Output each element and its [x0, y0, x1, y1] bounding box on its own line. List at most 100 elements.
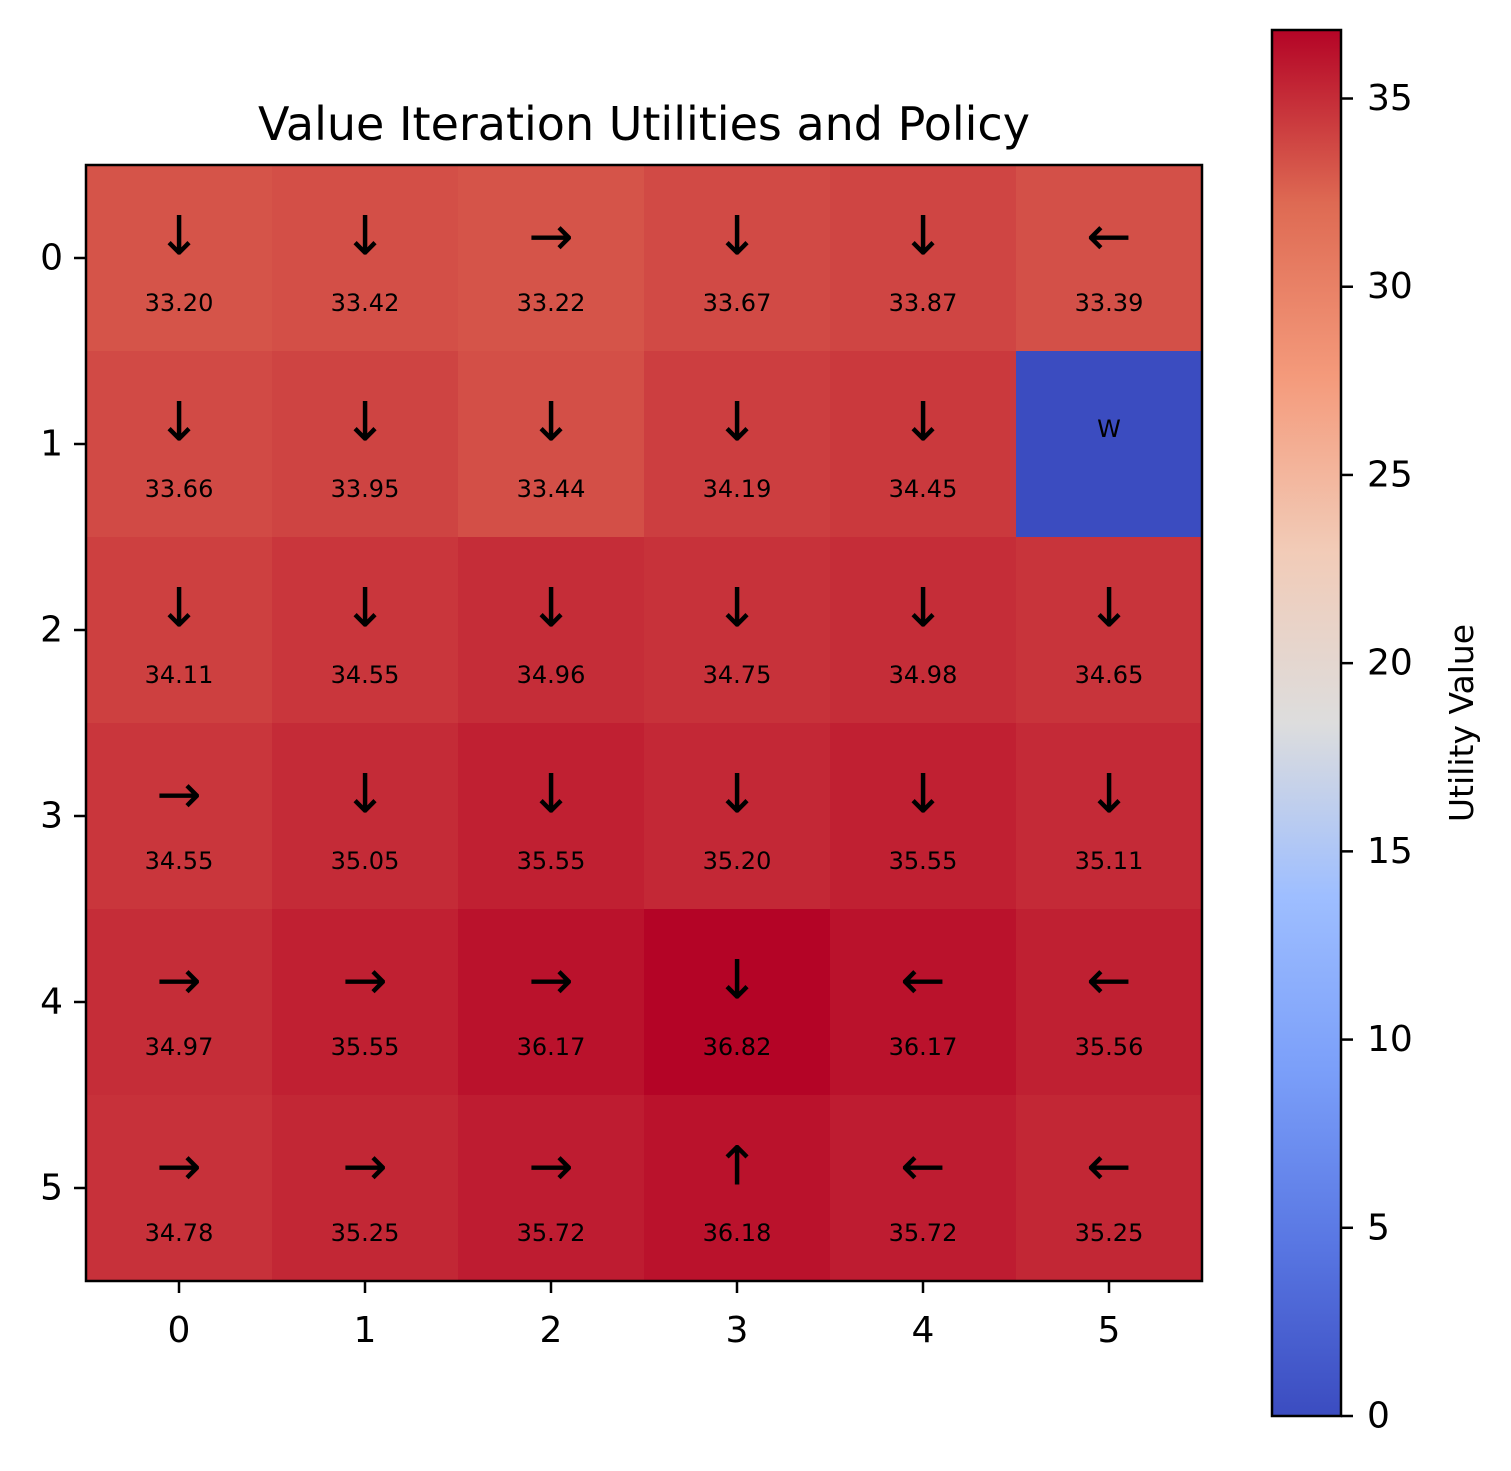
heatmap-cell — [272, 537, 459, 724]
x-tick-label: 2 — [540, 1310, 563, 1351]
utility-value-label: 34.19 — [703, 475, 772, 503]
utility-value-label: 35.25 — [331, 1219, 400, 1247]
heatmap-cell — [1016, 351, 1203, 538]
heatmap-cell — [272, 909, 459, 1096]
policy-arrow: → — [156, 949, 201, 1012]
y-tick-label: 1 — [40, 424, 63, 465]
heatmap-cell — [644, 165, 831, 352]
utility-value-label: 33.39 — [1075, 289, 1144, 317]
utility-value-label: 34.78 — [145, 1219, 214, 1247]
colorbar-tick-label: 30 — [1367, 266, 1413, 307]
policy-arrow: ↓ — [156, 391, 201, 454]
policy-arrow: → — [342, 949, 387, 1012]
y-tick-label: 5 — [40, 1168, 63, 1209]
policy-arrow: ↓ — [900, 763, 945, 826]
colorbar-tick-label: 0 — [1367, 1396, 1390, 1437]
policy-arrow: ↓ — [528, 391, 573, 454]
utility-value-label: 34.98 — [889, 661, 958, 689]
x-tick-label: 0 — [168, 1310, 191, 1351]
x-axis: 0 1 2 3 4 5 — [168, 1281, 1121, 1351]
policy-arrow: ↓ — [714, 577, 759, 640]
policy-arrow: ← — [900, 949, 945, 1012]
colorbar-tick-label: 25 — [1367, 454, 1413, 495]
utility-value-label: 34.55 — [145, 847, 214, 875]
utility-value-label: 35.25 — [1075, 1219, 1144, 1247]
utility-value-label: 35.05 — [331, 847, 400, 875]
policy-arrow: ↓ — [156, 205, 201, 268]
utility-value-label: 34.97 — [145, 1033, 214, 1061]
colorbar-label: Utility Value — [1442, 624, 1481, 822]
heatmap-cell — [1016, 165, 1203, 352]
policy-arrow: ↓ — [528, 763, 573, 826]
y-axis: 0 1 2 3 4 5 — [40, 238, 86, 1209]
policy-arrow: ← — [1086, 1135, 1131, 1198]
utility-value-label: 33.95 — [331, 475, 400, 503]
colorbar-tick-label: 35 — [1367, 78, 1413, 119]
colorbar — [1270, 28, 1343, 1418]
policy-arrow: ← — [900, 1135, 945, 1198]
utility-value-label: 35.11 — [1075, 847, 1144, 875]
policy-arrow: → — [528, 949, 573, 1012]
policy-arrow: ↓ — [342, 763, 387, 826]
utility-value-label: 36.17 — [889, 1033, 958, 1061]
utility-value-label: 34.55 — [331, 661, 400, 689]
colorbar-tick-label: 5 — [1367, 1207, 1390, 1248]
policy-arrow: ↓ — [714, 949, 759, 1012]
heatmap-cells — [86, 165, 1203, 1282]
heatmap-cell — [1016, 1095, 1203, 1282]
policy-arrow: ↓ — [528, 577, 573, 640]
policy-arrow: → — [528, 1135, 573, 1198]
x-tick-label: 3 — [726, 1310, 749, 1351]
colorbar-tick-label: 10 — [1367, 1019, 1413, 1060]
utility-value-label: 33.66 — [145, 475, 214, 503]
utility-value-label: 35.72 — [889, 1219, 958, 1247]
utility-value-label: 36.17 — [517, 1033, 586, 1061]
heatmap-cell — [458, 1095, 645, 1282]
utility-value-label: 33.67 — [703, 289, 772, 317]
heatmap-cell — [830, 165, 1017, 352]
heatmap-cell — [272, 723, 459, 910]
heatmap-cell — [86, 351, 273, 538]
heatmap-cell — [272, 165, 459, 352]
heatmap-cell — [644, 351, 831, 538]
heatmap-cell — [644, 909, 831, 1096]
heatmap-cell — [272, 1095, 459, 1282]
utility-value-label: 36.82 — [703, 1033, 772, 1061]
policy-arrow: ↓ — [342, 577, 387, 640]
policy-arrow: ↓ — [900, 577, 945, 640]
colorbar-ticks: 0 5 10 15 20 25 30 35 — [1341, 78, 1413, 1437]
utility-value-label: 35.55 — [517, 847, 586, 875]
utility-value-label: 33.22 — [517, 289, 586, 317]
policy-arrow: ↓ — [714, 205, 759, 268]
policy-arrow: ↓ — [900, 391, 945, 454]
heatmap-cell — [1016, 537, 1203, 724]
heatmap-cell — [86, 1095, 273, 1282]
policy-arrow: → — [528, 205, 573, 268]
utility-value-label: 34.45 — [889, 475, 958, 503]
heatmap-cell — [272, 351, 459, 538]
utility-value-label: 35.72 — [517, 1219, 586, 1247]
heatmap-cell — [830, 723, 1017, 910]
policy-arrow: ↓ — [342, 391, 387, 454]
policy-arrow: ← — [1086, 949, 1131, 1012]
heatmap-cell — [458, 351, 645, 538]
x-tick-label: 5 — [1098, 1310, 1121, 1351]
heatmap-cell — [86, 537, 273, 724]
utility-value-label: 35.56 — [1075, 1033, 1144, 1061]
policy-arrow: ↓ — [714, 391, 759, 454]
utility-value-label: 34.96 — [517, 661, 586, 689]
colorbar-tick-label: 20 — [1367, 643, 1413, 684]
cell-annotations: ↓ 33.20 ↓ 33.42 → 33.22 ↓ 33.67 ↓ 33.87 ← 33.39 ↓ 33.… — [145, 205, 1144, 1248]
policy-arrow: ↓ — [1086, 577, 1131, 640]
chart-title: Value Iteration Utilities and Policy — [258, 97, 1030, 151]
utility-value-label: 33.20 — [145, 289, 214, 317]
heatmap-cell — [644, 537, 831, 724]
heatmap-cell — [458, 909, 645, 1096]
policy-arrow: ← — [1086, 205, 1131, 268]
wall-label: W — [1097, 415, 1121, 443]
plot-frame — [84, 163, 1204, 1283]
heatmap-cell — [644, 723, 831, 910]
policy-arrow: ↓ — [900, 205, 945, 268]
utility-value-label: 34.11 — [145, 661, 214, 689]
